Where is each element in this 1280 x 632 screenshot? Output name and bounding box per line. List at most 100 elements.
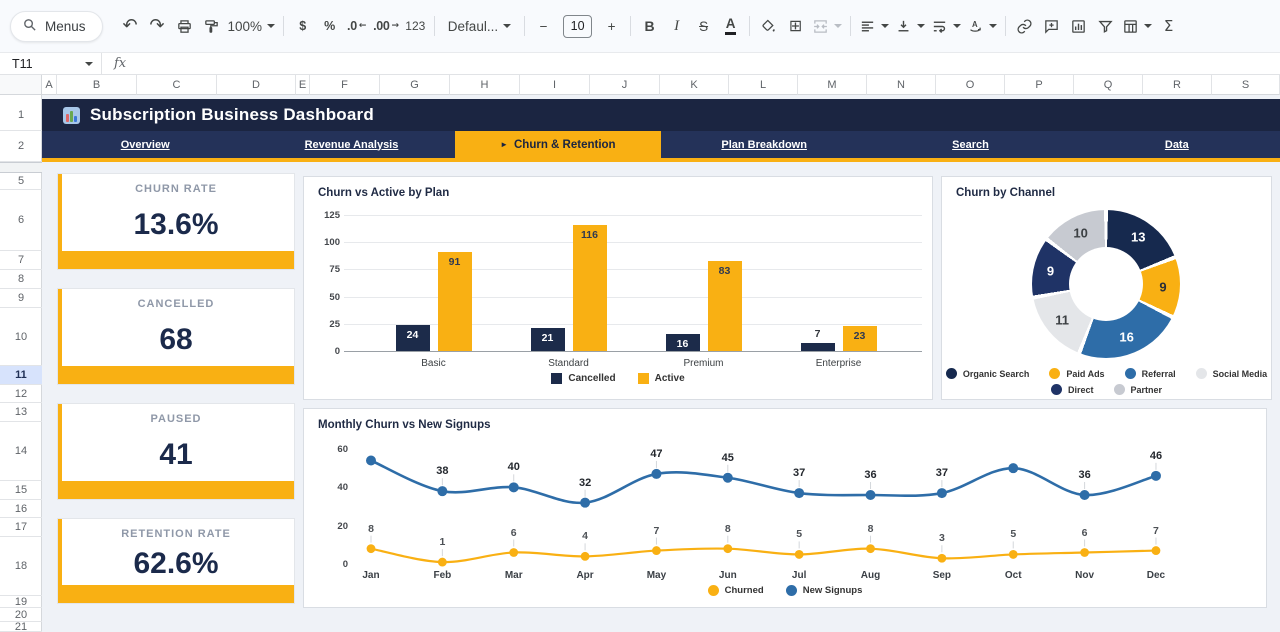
line-chart-legend: Churned New Signups <box>304 585 1266 596</box>
column-header-L[interactable]: L <box>729 75 798 95</box>
decrease-font-size-button[interactable]: − <box>530 12 557 40</box>
text-rotation-button[interactable]: A <box>964 12 1000 40</box>
tab-churn-retention[interactable]: ► Churn & Retention <box>454 131 661 158</box>
row-header-16[interactable]: 16 <box>0 500 42 518</box>
row-header-9[interactable]: 9 <box>0 289 42 308</box>
column-header-E[interactable]: E <box>296 75 310 95</box>
column-header-Q[interactable]: Q <box>1074 75 1143 95</box>
dashboard-title: Subscription Business Dashboard <box>90 105 374 124</box>
row-header-14[interactable]: 14 <box>0 422 42 481</box>
column-header-J[interactable]: J <box>590 75 660 95</box>
italic-button[interactable]: I <box>663 12 690 40</box>
text-wrap-button[interactable] <box>928 12 964 40</box>
insert-link-button[interactable] <box>1011 12 1038 40</box>
redo-button[interactable]: ↷ <box>144 12 171 40</box>
row-header-2[interactable]: 2 <box>0 131 42 162</box>
row-header-7[interactable]: 7 <box>0 251 42 270</box>
kpi-card-retention-rate[interactable]: RETENTION RATE 62.6% <box>57 518 295 604</box>
row-header-18[interactable]: 18 <box>0 537 42 596</box>
font-select[interactable]: Defaul... <box>440 12 519 40</box>
legend-label: Partner <box>1130 384 1163 395</box>
tab-label: Data <box>1164 138 1189 151</box>
y-axis-tick: 75 <box>329 264 340 276</box>
vertical-align-button[interactable] <box>892 12 928 40</box>
bold-button[interactable]: B <box>636 12 663 40</box>
column-header-K[interactable]: K <box>660 75 729 95</box>
svg-text:A: A <box>972 20 978 29</box>
formula-input[interactable]: fx <box>101 53 141 74</box>
filter-button[interactable] <box>1092 12 1119 40</box>
font-size-input[interactable]: 10 <box>563 14 593 38</box>
fill-color-button[interactable] <box>755 12 782 40</box>
print-button[interactable] <box>171 12 198 40</box>
column-header-B[interactable]: B <box>57 75 137 95</box>
column-header-I[interactable]: I <box>520 75 590 95</box>
strikethrough-button[interactable]: S <box>690 12 717 40</box>
kpi-card-paused[interactable]: PAUSED 41 <box>57 403 295 500</box>
row-header-5[interactable]: 5 <box>0 173 42 190</box>
row-header-17[interactable]: 17 <box>0 518 42 537</box>
functions-button[interactable]: Σ <box>1155 12 1182 40</box>
horizontal-align-button[interactable] <box>856 12 892 40</box>
x-axis-label: Nov <box>1075 570 1095 581</box>
insert-chart-button[interactable] <box>1065 12 1092 40</box>
donut-chart-card[interactable]: Churn by Channel 13 9 16 11 9 10 Organic Searc… <box>941 176 1272 400</box>
kpi-card-churn-rate[interactable]: CHURN RATE 13.6% <box>57 173 295 270</box>
merge-cells-button[interactable] <box>809 12 845 40</box>
zoom-select[interactable]: 100% <box>225 12 279 40</box>
format-percent-button[interactable]: % <box>316 12 343 40</box>
table-views-button[interactable] <box>1119 12 1155 40</box>
row-header-12[interactable]: 12 <box>0 385 42 403</box>
select-all-corner[interactable] <box>0 75 42 95</box>
column-header-M[interactable]: M <box>798 75 867 95</box>
column-header-P[interactable]: P <box>1005 75 1074 95</box>
tab-data[interactable]: Data <box>1074 131 1280 158</box>
increase-font-size-button[interactable]: + <box>598 12 625 40</box>
insert-comment-button[interactable] <box>1038 12 1065 40</box>
row-header-15[interactable]: 15 <box>0 481 42 500</box>
row-header-13[interactable]: 13 <box>0 403 42 422</box>
tab-revenue-analysis[interactable]: Revenue Analysis <box>248 131 454 158</box>
more-formats-button[interactable]: 123 <box>402 12 429 40</box>
borders-button[interactable]: ⊞ <box>782 12 809 40</box>
tab-overview[interactable]: Overview <box>42 131 248 158</box>
column-header-D[interactable]: D <box>217 75 296 95</box>
name-box[interactable]: T11 <box>0 53 101 74</box>
tab-plan-breakdown[interactable]: Plan Breakdown <box>661 131 867 158</box>
increase-decimal-button[interactable]: .00 → <box>370 12 402 40</box>
hidden-rows-band[interactable] <box>0 162 42 173</box>
row-header-10[interactable]: 10 <box>0 308 42 366</box>
column-header-F[interactable]: F <box>310 75 380 95</box>
row-header-8[interactable]: 8 <box>0 270 42 289</box>
column-header-N[interactable]: N <box>867 75 936 95</box>
donut-chart <box>1032 210 1180 358</box>
bar-chart-card[interactable]: Churn vs Active by Plan 0 25 50 75 100 125 Bas… <box>303 176 933 400</box>
legend-label: Active <box>654 373 685 384</box>
tab-search[interactable]: Search <box>867 131 1073 158</box>
column-header-A[interactable]: A <box>42 75 57 95</box>
row-header-21[interactable]: 21 <box>0 621 42 632</box>
sheet-grid[interactable]: 1 2 5 6 7 8 9 10 11 12 13 14 15 16 17 18 19 20 21 Subscrip… <box>0 95 1280 632</box>
row-header-1[interactable]: 1 <box>0 99 42 131</box>
column-header-S[interactable]: S <box>1212 75 1280 95</box>
format-currency-button[interactable]: $ <box>289 12 316 40</box>
align-left-icon <box>859 18 876 35</box>
row-header-20[interactable]: 20 <box>0 608 42 622</box>
legend-label: Direct <box>1067 384 1094 395</box>
legend-dot <box>945 368 957 379</box>
decrease-decimal-button[interactable]: .0 ← <box>343 12 370 40</box>
line-chart-card[interactable]: Monthly Churn vs New Signups 0 20 40 60 Jan F… <box>303 408 1267 608</box>
paint-format-button[interactable] <box>198 12 225 40</box>
row-header-19[interactable]: 19 <box>0 596 42 608</box>
column-header-C[interactable]: C <box>137 75 217 95</box>
column-header-O[interactable]: O <box>936 75 1005 95</box>
menus-search-button[interactable]: Menus <box>10 10 103 42</box>
column-header-R[interactable]: R <box>1143 75 1212 95</box>
column-header-H[interactable]: H <box>450 75 520 95</box>
undo-button[interactable]: ↶ <box>117 12 144 40</box>
row-header-11[interactable]: 11 <box>0 366 42 385</box>
kpi-card-cancelled[interactable]: CANCELLED 68 <box>57 288 295 385</box>
text-color-button[interactable]: A <box>717 12 744 40</box>
row-header-6[interactable]: 6 <box>0 190 42 251</box>
column-header-G[interactable]: G <box>380 75 450 95</box>
